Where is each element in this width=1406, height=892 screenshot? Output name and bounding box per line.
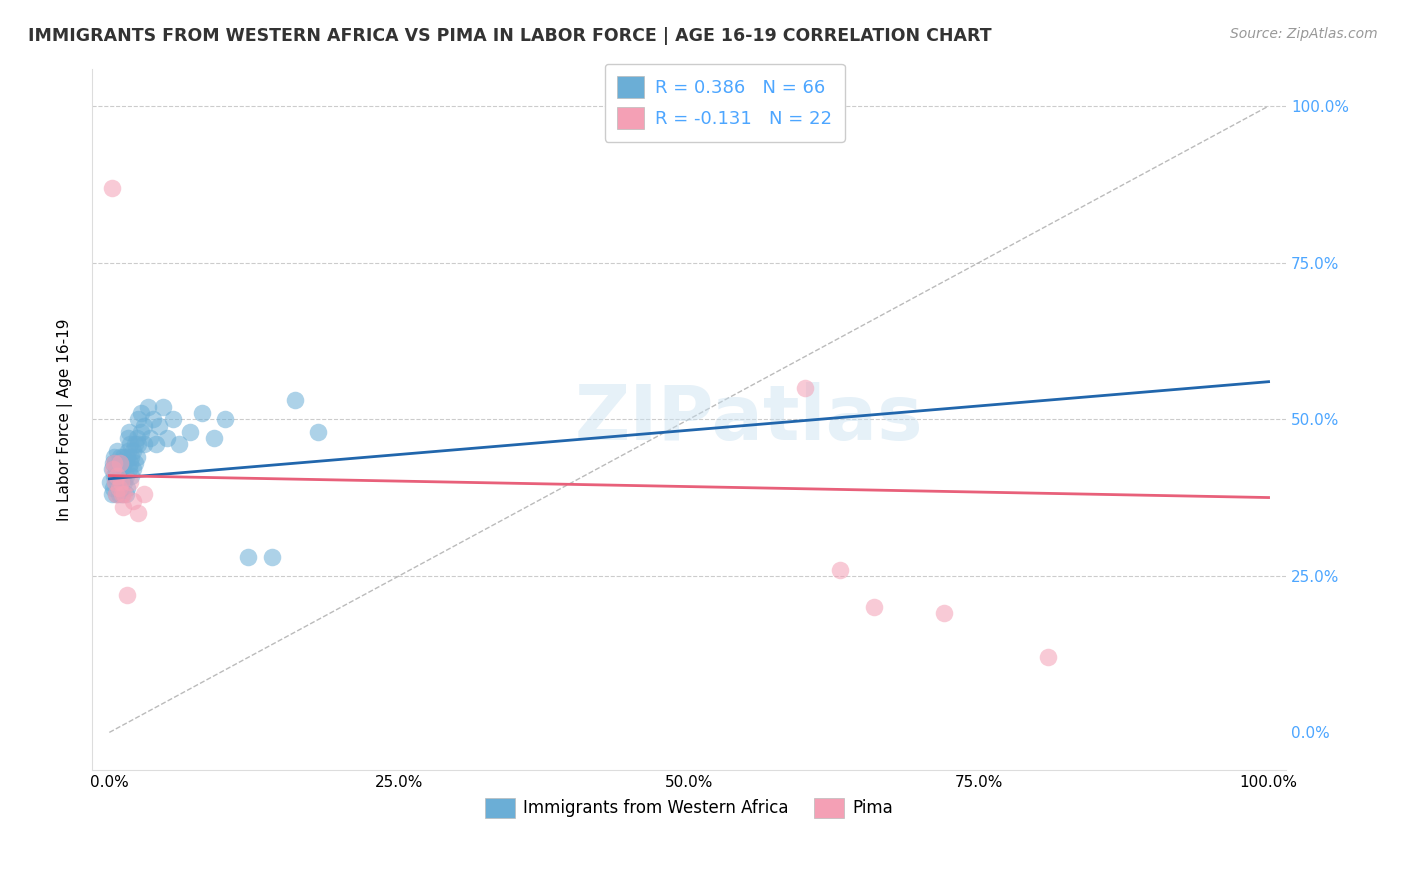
Point (115, 481, 138, 495)
Point (107, 456, 129, 470)
Point (101, 462, 124, 476)
Point (148, 418, 170, 433)
Point (100, 180, 122, 194)
Point (104, 475, 127, 489)
Point (1038, 650, 1060, 665)
Point (120, 450, 142, 464)
Point (179, 425, 201, 439)
Point (120, 437, 142, 451)
Point (107, 487, 129, 501)
Point (108, 456, 131, 470)
Point (104, 456, 127, 470)
Point (104, 475, 127, 489)
Point (101, 481, 124, 495)
Point (108, 468, 131, 483)
Legend: Immigrants from Western Africa, Pima: Immigrants from Western Africa, Pima (478, 791, 900, 825)
Point (117, 443, 139, 458)
Point (103, 450, 125, 464)
Point (100, 475, 122, 489)
Point (112, 487, 135, 501)
Point (101, 456, 124, 470)
Point (127, 431, 149, 445)
Point (142, 412, 165, 426)
Point (284, 393, 307, 408)
Point (152, 400, 174, 414)
Point (107, 468, 129, 483)
Text: Source: ZipAtlas.com: Source: ZipAtlas.com (1230, 27, 1378, 41)
Point (107, 481, 129, 495)
Text: ZIPatlas: ZIPatlas (574, 383, 922, 457)
Point (118, 425, 141, 439)
Point (793, 381, 815, 395)
Point (115, 450, 138, 464)
Point (139, 431, 162, 445)
Point (114, 468, 136, 483)
Point (932, 607, 955, 621)
Point (105, 487, 128, 501)
Point (121, 493, 143, 508)
Point (307, 425, 329, 439)
Point (105, 487, 128, 501)
Point (120, 475, 142, 489)
Point (238, 549, 260, 564)
Point (112, 456, 135, 470)
Point (105, 462, 128, 476)
Point (100, 462, 122, 476)
Point (112, 475, 135, 489)
Point (120, 456, 142, 470)
Point (132, 487, 155, 501)
Point (115, 588, 138, 602)
Point (114, 487, 136, 501)
Point (828, 563, 851, 577)
Point (145, 437, 167, 451)
Point (111, 456, 134, 470)
Point (120, 468, 142, 483)
Point (107, 443, 129, 458)
Point (863, 600, 886, 615)
Point (111, 487, 134, 501)
Point (121, 443, 143, 458)
Point (103, 468, 125, 483)
Point (117, 431, 139, 445)
Point (110, 481, 132, 495)
Text: IMMIGRANTS FROM WESTERN AFRICA VS PIMA IN LABOR FORCE | AGE 16-19 CORRELATION CH: IMMIGRANTS FROM WESTERN AFRICA VS PIMA I… (28, 27, 991, 45)
Point (121, 462, 143, 476)
Point (214, 412, 236, 426)
Point (127, 412, 149, 426)
Point (118, 462, 141, 476)
Point (191, 406, 214, 420)
Point (127, 506, 149, 520)
Point (132, 418, 155, 433)
Point (110, 462, 132, 476)
Point (202, 431, 225, 445)
Point (100, 487, 122, 501)
Point (162, 412, 184, 426)
Point (129, 406, 152, 420)
Point (127, 437, 149, 451)
Point (111, 487, 134, 501)
Point (124, 437, 146, 451)
Point (112, 450, 135, 464)
Point (127, 450, 149, 464)
Point (112, 500, 135, 514)
Point (108, 450, 131, 464)
Point (136, 400, 159, 414)
Point (110, 475, 132, 489)
Point (103, 456, 125, 470)
Point (124, 456, 146, 470)
Point (156, 431, 179, 445)
Point (260, 549, 283, 564)
Y-axis label: In Labor Force | Age 16-19: In Labor Force | Age 16-19 (58, 318, 73, 521)
Point (167, 437, 190, 451)
Point (107, 475, 129, 489)
Point (112, 468, 135, 483)
Point (132, 437, 155, 451)
Point (129, 425, 152, 439)
